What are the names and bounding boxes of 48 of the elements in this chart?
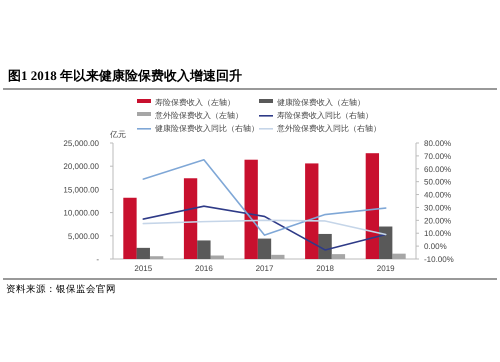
x-tick-label: 2019 (376, 264, 396, 273)
y2-tick-label: 10.00% (424, 229, 452, 238)
bar (184, 178, 198, 259)
line-series (142, 205, 386, 251)
legend-label: 寿险保费收入同比（右轴） (277, 111, 373, 120)
y-tick-label: 20,000.00 (63, 162, 100, 172)
bar (123, 198, 137, 259)
bar (271, 254, 284, 259)
text: 资料来源：银保监会官网 (6, 283, 116, 295)
legend-label: 意外险保费收入（左轴） (154, 111, 243, 120)
bar (366, 153, 380, 259)
bar (318, 234, 332, 259)
bar (210, 256, 224, 259)
x-tick-label: 2015 (134, 264, 153, 273)
bar (197, 240, 211, 259)
y-axis-title: 亿元 (109, 130, 126, 139)
bar (305, 163, 318, 259)
bar (332, 254, 346, 259)
bar (136, 248, 150, 259)
legend-label: 意外险保费收入同比（右轴） (276, 124, 381, 133)
line-series (142, 158, 386, 236)
x-tick-label: 2018 (316, 264, 335, 273)
bar (244, 160, 258, 259)
y2-tick-label: 60.00% (424, 164, 452, 174)
legend-label: 寿险保费收入（左轴） (155, 98, 235, 107)
y2-tick-label: 30.00% (424, 203, 452, 212)
y-tick-label: 10,000.00 (63, 208, 100, 218)
y2-tick-label: -10.00% (424, 255, 454, 264)
y-tick-label: 5,000.00 (68, 232, 100, 241)
x-tick-label: 2016 (195, 264, 214, 273)
bar (258, 238, 272, 259)
chart-title: 图1 2018 年以来健康险保费收入增速回升 (8, 68, 242, 83)
bar (379, 226, 392, 259)
x-tick-label: 2017 (256, 264, 274, 273)
legend-label: 健康险保费收入同比（右轴） (155, 124, 259, 133)
y2-tick-label: 80.00% (424, 139, 452, 148)
bar (150, 256, 164, 259)
y-tick-label: 25,000.00 (63, 139, 100, 148)
legend-label: 健康险保费收入（左轴） (277, 98, 365, 107)
y2-tick-label: 70.00% (424, 152, 452, 161)
y2-tick-label: 20.00% (424, 216, 452, 226)
y2-tick-label: 40.00% (424, 190, 452, 200)
y-tick-label: - (96, 255, 100, 264)
y-tick-label: 15,000.00 (63, 185, 100, 194)
y2-tick-label: 50.00% (424, 178, 452, 187)
line-series (142, 220, 386, 236)
bar (392, 254, 406, 259)
y2-tick-label: 0.00% (424, 242, 447, 252)
